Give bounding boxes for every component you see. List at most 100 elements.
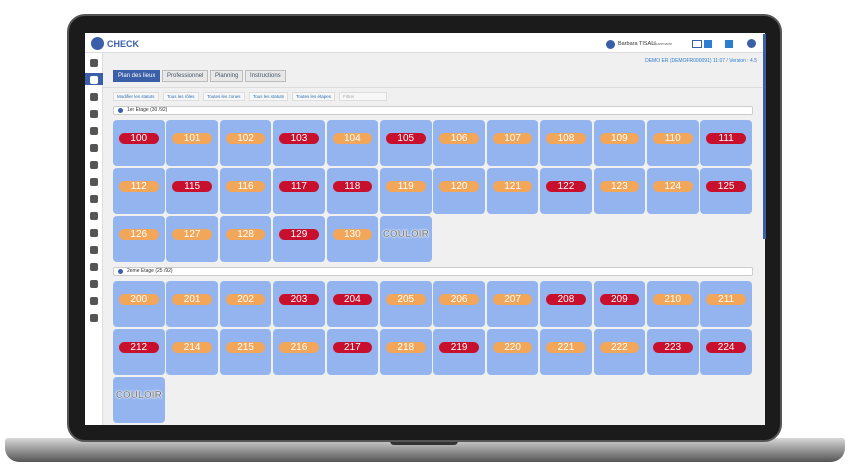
- room-tile[interactable]: 110: [647, 120, 699, 166]
- room-tile[interactable]: 103: [273, 120, 325, 166]
- room-tile[interactable]: COULOIR: [380, 216, 432, 262]
- room-tile[interactable]: 102: [219, 120, 272, 166]
- sidebar-icon[interactable]: [90, 110, 98, 118]
- sidebar-icon[interactable]: [90, 263, 98, 271]
- divider: [103, 87, 765, 88]
- room-tile[interactable]: 204: [326, 281, 379, 327]
- room-label: 120: [439, 181, 479, 192]
- room-tile[interactable]: 200: [113, 281, 165, 327]
- mail-icon[interactable]: [692, 40, 702, 48]
- room-tile[interactable]: 119: [380, 168, 432, 214]
- room-tile[interactable]: 100: [113, 120, 165, 166]
- room-tile[interactable]: 118: [326, 168, 379, 214]
- sidebar-icon[interactable]: [90, 93, 98, 101]
- room-label: 224: [706, 342, 746, 353]
- tab[interactable]: Plan des lieux: [113, 70, 161, 82]
- room-tile[interactable]: 111: [700, 120, 752, 166]
- room-tile[interactable]: 202: [219, 281, 272, 327]
- room-tile[interactable]: 107: [486, 120, 539, 166]
- sidebar-icon[interactable]: [90, 178, 98, 186]
- room-tile[interactable]: 205: [380, 281, 432, 327]
- laptop-notch: [390, 440, 458, 445]
- room-tile[interactable]: 215: [219, 329, 272, 375]
- room-label: 123: [599, 181, 640, 192]
- room-tile[interactable]: 216: [273, 329, 325, 375]
- room-tile[interactable]: 221: [540, 329, 592, 375]
- room-tile[interactable]: 101: [166, 120, 218, 166]
- room-tile[interactable]: 219: [433, 329, 485, 375]
- room-tile[interactable]: 130: [326, 216, 379, 262]
- room-tile[interactable]: 210: [647, 281, 699, 327]
- room-label: 119: [386, 181, 426, 192]
- room-tile[interactable]: 117: [273, 168, 325, 214]
- sidebar-icon[interactable]: [90, 229, 98, 237]
- room-label: 118: [332, 181, 373, 192]
- room-tile[interactable]: 206: [433, 281, 485, 327]
- room-label: 129: [279, 229, 319, 240]
- room-tile[interactable]: 112: [113, 168, 165, 214]
- filter[interactable]: Toutes les zones: [203, 92, 245, 101]
- room-tile[interactable]: 129: [273, 216, 325, 262]
- room-tile[interactable]: 222: [593, 329, 646, 375]
- room-tile[interactable]: 108: [540, 120, 592, 166]
- sidebar-icon[interactable]: [90, 127, 98, 135]
- sidebar-icon[interactable]: [90, 144, 98, 152]
- room-tile[interactable]: 105: [380, 120, 432, 166]
- room-tile[interactable]: 203: [273, 281, 325, 327]
- room-tile[interactable]: 104: [326, 120, 379, 166]
- sidebar-icon[interactable]: [90, 59, 98, 67]
- room-tile[interactable]: COULOIR: [113, 377, 165, 423]
- sidebar-icon[interactable]: [90, 212, 98, 220]
- tab[interactable]: Instructions: [245, 70, 286, 82]
- filter[interactable]: Tous les statuts: [249, 92, 289, 101]
- sidebar-icon[interactable]: [90, 195, 98, 203]
- room-tile[interactable]: 224: [700, 329, 752, 375]
- sidebar-icon[interactable]: [90, 280, 98, 288]
- room-label: 200: [119, 294, 159, 305]
- sidebar-icon[interactable]: [90, 161, 98, 169]
- room-tile[interactable]: 120: [433, 168, 485, 214]
- room-tile[interactable]: 223: [647, 329, 699, 375]
- room-tile[interactable]: 217: [326, 329, 379, 375]
- user-name[interactable]: Barbara TISALI: [618, 41, 656, 47]
- filter[interactable]: Toutes les étapes: [292, 92, 336, 101]
- room-tile[interactable]: 127: [166, 216, 218, 262]
- room-tile[interactable]: 115: [166, 168, 218, 214]
- filter[interactable]: Filtrer: [339, 92, 387, 101]
- tab[interactable]: Planning: [210, 70, 244, 82]
- room-tile[interactable]: 207: [486, 281, 539, 327]
- room-tile[interactable]: 211: [700, 281, 752, 327]
- room-tile[interactable]: 201: [166, 281, 218, 327]
- sidebar: [85, 53, 103, 425]
- room-label: 100: [119, 133, 159, 144]
- room-label: 128: [225, 229, 266, 240]
- badge: [725, 40, 733, 48]
- tab[interactable]: Professionnel: [162, 70, 209, 82]
- help-icon[interactable]: [747, 39, 756, 48]
- room-tile[interactable]: 124: [647, 168, 699, 214]
- room-tile[interactable]: 208: [540, 281, 592, 327]
- room-tile[interactable]: 209: [593, 281, 646, 327]
- room-tile[interactable]: 122: [540, 168, 592, 214]
- room-tile[interactable]: 123: [593, 168, 646, 214]
- room-tile[interactable]: 212: [113, 329, 165, 375]
- room-tile[interactable]: 220: [486, 329, 539, 375]
- room-tile[interactable]: 125: [700, 168, 752, 214]
- room-tile[interactable]: 116: [219, 168, 272, 214]
- room-label: 112: [119, 181, 159, 192]
- sidebar-icon[interactable]: [90, 246, 98, 254]
- room-tile[interactable]: 121: [486, 168, 539, 214]
- filter[interactable]: Tous les rôles: [163, 92, 199, 101]
- room-tile[interactable]: 214: [166, 329, 218, 375]
- room-tile[interactable]: 126: [113, 216, 165, 262]
- room-tile[interactable]: 106: [433, 120, 485, 166]
- room-label: 214: [172, 342, 212, 353]
- sidebar-icon[interactable]: [90, 297, 98, 305]
- room-label: 207: [492, 294, 533, 305]
- room-tile[interactable]: 218: [380, 329, 432, 375]
- sidebar-icon[interactable]: [90, 76, 98, 84]
- room-tile[interactable]: 109: [593, 120, 646, 166]
- filter[interactable]: Modifier les statuts: [113, 92, 159, 101]
- room-tile[interactable]: 128: [219, 216, 272, 262]
- sidebar-icon[interactable]: [90, 314, 98, 322]
